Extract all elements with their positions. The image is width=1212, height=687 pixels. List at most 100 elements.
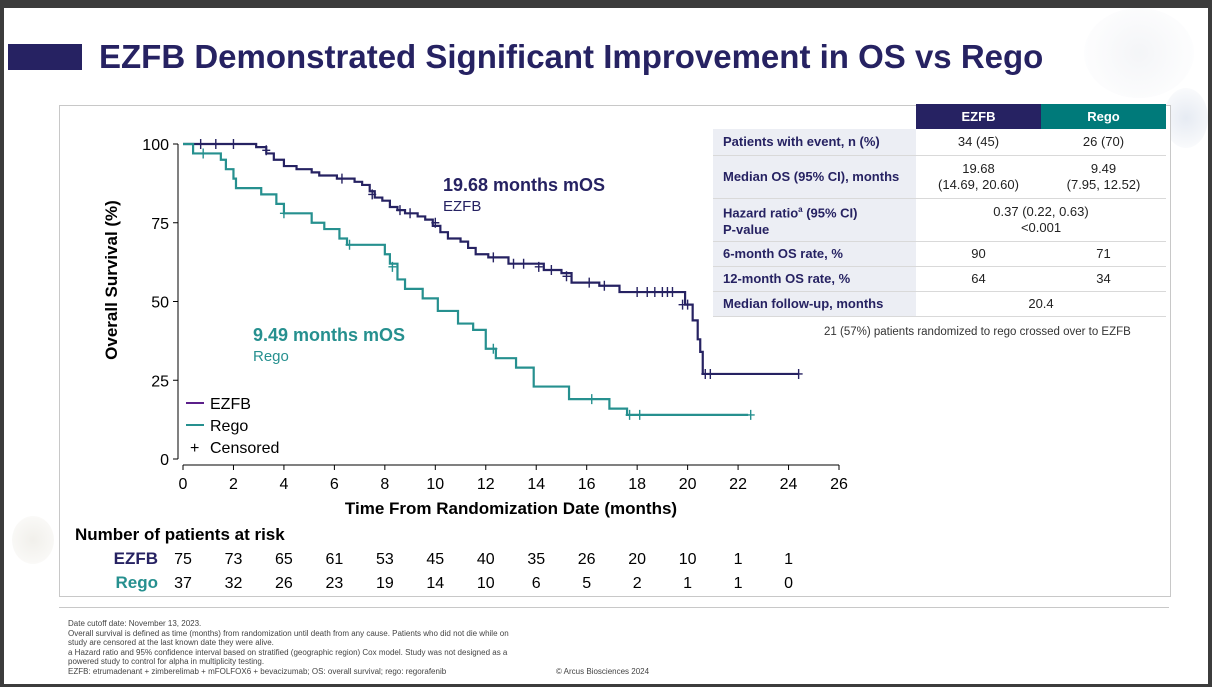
rego-mos-annotation: 9.49 months mOS <box>253 325 405 345</box>
risk-value-ezfb: 26 <box>578 551 596 568</box>
risk-value-rego: 37 <box>174 575 192 592</box>
legend-ezfb-label: EZFB <box>210 396 251 413</box>
stats-header-ezfb: EZFB <box>916 104 1041 129</box>
risk-value-ezfb: 35 <box>527 551 545 568</box>
censor-mark-ezfb <box>337 173 346 184</box>
censor-mark-ezfb <box>585 277 594 288</box>
footnote: EZFB: etrumadenant + zimberelimab + mFOL… <box>68 666 447 676</box>
stats-value-combined: 20.4 <box>916 291 1166 317</box>
km-curve-ezfb <box>183 142 799 376</box>
censor-mark-ezfb <box>668 287 677 298</box>
risk-row-name-ezfb: EZFB <box>114 549 158 568</box>
stats-row: Patients with event, n (%) 34 (45) 26 (7… <box>713 129 1166 156</box>
censor-mark-rego <box>635 409 644 420</box>
x-tick-label: 24 <box>780 476 798 493</box>
x-tick-label: 0 <box>179 476 188 493</box>
footnote: Date cutoff date: November 13, 2023. <box>68 619 202 628</box>
censor-mark-ezfb <box>547 265 556 275</box>
risk-value-ezfb: 40 <box>477 551 495 568</box>
x-axis-title: Time From Randomization Date (months) <box>345 499 677 518</box>
risk-value-rego: 23 <box>325 575 343 592</box>
x-tick-label: 26 <box>830 476 848 493</box>
risk-value-rego: 32 <box>225 575 243 592</box>
legend: EZFB Rego + Censored <box>186 396 279 457</box>
x-tick-label: 8 <box>380 476 389 493</box>
hazard-ratio-label-main: Hazard ratio <box>723 205 799 221</box>
risk-table-values: 75 73 65 61 53 45 40 35 26 20 10 1 137 32 26 23 19 14 10 6 5… <box>174 551 793 592</box>
stats-row: Median follow-up, months 20.4 <box>713 291 1166 317</box>
statistics-table: EZFB Rego Patients with event, n (%) 34 … <box>713 104 1166 317</box>
footer-divider <box>59 607 1169 608</box>
y-tick-label: 0 <box>160 452 169 469</box>
stats-row: 6-month OS rate, % 90 71 <box>713 241 1166 267</box>
stats-header-rego: Rego <box>1041 104 1166 129</box>
stats-value-ezfb: 19.68 (14.69, 20.60) <box>916 155 1041 199</box>
slide: EZFB Demonstrated Significant Improvemen… <box>4 8 1208 684</box>
stats-row-label: Patients with event, n (%) <box>713 129 916 156</box>
risk-value-ezfb: 61 <box>325 551 343 568</box>
stats-value-ezfb: 90 <box>916 241 1041 267</box>
hazard-ratio-label: Hazard ratioa (95% CI) <box>723 202 912 221</box>
risk-value-ezfb: 10 <box>679 551 697 568</box>
stats-row: Hazard ratioa (95% CI) P-value 0.37 (0.2… <box>713 198 1166 242</box>
legend-rego-label: Rego <box>210 418 248 435</box>
risk-value-rego: 1 <box>683 575 692 592</box>
stats-row: 12-month OS rate, % 64 34 <box>713 266 1166 292</box>
risk-value-rego: 26 <box>275 575 293 592</box>
risk-value-rego: 1 <box>734 575 743 592</box>
censor-mark-ezfb <box>562 271 571 282</box>
footnotes: Date cutoff date: November 13, 2023. Ove… <box>68 619 518 676</box>
risk-row-name-rego: Rego <box>116 573 159 592</box>
title-accent-bar <box>8 44 82 70</box>
stats-row-label: Median follow-up, months <box>713 291 916 317</box>
stats-value-ezfb: 64 <box>916 266 1041 292</box>
stats-value-rego: 9.49 (7.95, 12.52) <box>1041 155 1166 199</box>
median-os-rego-ci: (7.95, 12.52) <box>1066 177 1141 192</box>
slide-title: EZFB Demonstrated Significant Improvemen… <box>99 38 1044 75</box>
km-curve-rego <box>183 142 749 416</box>
stats-value-ezfb: 34 (45) <box>916 129 1041 156</box>
risk-value-rego: 2 <box>633 575 642 592</box>
censor-mark-rego <box>625 409 634 420</box>
censor-mark-ezfb <box>262 145 271 156</box>
stats-value-rego: 26 (70) <box>1041 129 1166 156</box>
hazard-ratio-footnote-mark: a <box>798 205 803 215</box>
risk-value-rego: 5 <box>582 575 591 592</box>
censor-mark-rego <box>345 239 354 250</box>
rego-mos-label: Rego <box>253 348 289 365</box>
censor-mark-ezfb <box>706 368 715 379</box>
censor-mark-ezfb <box>395 205 404 216</box>
censor-mark-ezfb <box>406 208 415 219</box>
censor-mark-rego <box>279 208 288 219</box>
censor-mark-ezfb <box>196 139 205 149</box>
legend-censored-symbol: + <box>190 440 199 457</box>
y-tick-label: 50 <box>151 295 169 312</box>
censor-mark-ezfb <box>431 217 440 228</box>
stats-header-blank <box>713 104 916 129</box>
risk-table-title: Number of patients at risk <box>75 525 285 544</box>
censor-mark-ezfb <box>211 139 220 149</box>
censor-mark-ezfb <box>794 368 803 379</box>
censor-mark-ezfb <box>534 261 543 272</box>
p-value: <0.001 <box>1020 220 1062 235</box>
censor-mark-ezfb <box>368 189 377 200</box>
risk-value-rego: 0 <box>784 575 793 592</box>
x-tick-label: 12 <box>477 476 495 493</box>
decorative-cell-image <box>1084 8 1194 98</box>
censor-mark-ezfb <box>643 287 652 298</box>
copyright: © Arcus Biosciences 2024 <box>556 667 650 676</box>
ezfb-mos-label: EZFB <box>443 198 481 215</box>
censor-mark-ezfb <box>229 139 238 149</box>
ezfb-mos-annotation: 19.68 months mOS <box>443 175 605 195</box>
crossover-note: 21 (57%) patients randomized to rego cro… <box>824 326 1131 338</box>
risk-value-ezfb: 20 <box>628 551 646 568</box>
risk-value-ezfb: 65 <box>275 551 293 568</box>
risk-value-rego: 14 <box>426 575 444 592</box>
x-tick-label: 16 <box>578 476 596 493</box>
x-tick-label: 20 <box>679 476 697 493</box>
censor-mark-ezfb <box>683 299 692 310</box>
p-value-label: P-value <box>723 221 770 237</box>
x-tick-label: 22 <box>729 476 747 493</box>
hazard-ratio-value: 0.37 (0.22, 0.63) <box>993 204 1089 219</box>
censor-mark-rego <box>746 409 755 420</box>
